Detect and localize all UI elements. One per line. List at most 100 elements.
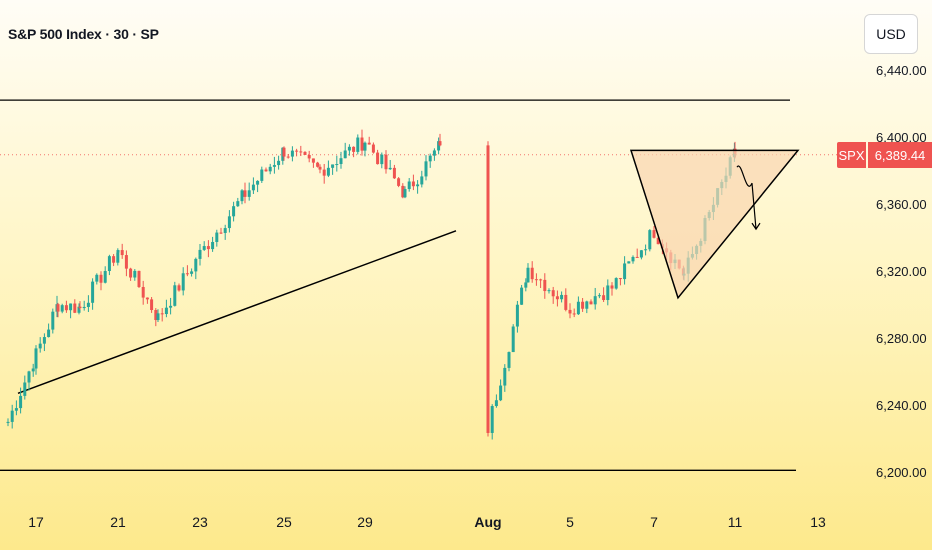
- candle: [534, 279, 538, 281]
- candle: [145, 297, 149, 300]
- x-tick-label: 25: [276, 514, 292, 530]
- candle: [107, 256, 111, 272]
- candle: [639, 250, 643, 258]
- candle: [520, 287, 524, 305]
- candle: [27, 371, 31, 383]
- candle: [551, 290, 555, 297]
- y-tick-label: 6,400.00: [876, 130, 927, 145]
- candle: [181, 273, 185, 291]
- candle: [530, 267, 534, 280]
- candle: [60, 305, 64, 312]
- candle: [64, 305, 68, 311]
- candle: [371, 144, 375, 153]
- x-tick-label: 5: [566, 514, 574, 530]
- candle: [211, 241, 215, 250]
- candle: [150, 299, 154, 311]
- candle: [380, 154, 384, 165]
- candle: [384, 154, 388, 170]
- candle: [116, 252, 120, 263]
- candle: [499, 385, 503, 401]
- currency-button[interactable]: USD: [864, 14, 918, 54]
- candle: [77, 306, 81, 313]
- candle: [581, 301, 585, 309]
- candle: [185, 273, 189, 275]
- axes: 6,440.00 6,400.00 6,360.00 6,320.00 6,280.00…: [28, 63, 926, 530]
- candle: [299, 151, 303, 153]
- candle: [576, 301, 580, 315]
- y-tick-label: 6,360.00: [876, 197, 927, 212]
- x-tick-label: 23: [192, 514, 208, 530]
- candle: [78, 306, 82, 309]
- candle: [428, 155, 432, 162]
- candle: [403, 189, 407, 198]
- candle: [47, 329, 51, 338]
- last-price-badge: 6,389.44: [868, 142, 932, 168]
- candle: [198, 249, 202, 256]
- candle: [503, 367, 507, 386]
- projection-arrowhead: [751, 222, 761, 231]
- candle: [388, 167, 392, 170]
- candle: [490, 406, 494, 433]
- candle: [360, 137, 364, 151]
- candle: [169, 305, 173, 308]
- candle: [618, 278, 622, 280]
- candle: [23, 382, 27, 396]
- candle: [177, 285, 181, 291]
- candle: [286, 156, 290, 158]
- candle: [133, 270, 137, 278]
- candle: [424, 161, 428, 177]
- y-tick-label: 6,440.00: [876, 63, 927, 78]
- candle: [227, 216, 231, 229]
- candle: [277, 160, 281, 166]
- candle: [141, 286, 145, 298]
- candle: [610, 285, 614, 289]
- candle: [282, 147, 286, 157]
- candle: [316, 162, 320, 167]
- candle: [614, 278, 618, 289]
- candle: [347, 146, 351, 151]
- candle: [236, 201, 240, 207]
- candle: [524, 282, 528, 288]
- candle: [73, 303, 77, 313]
- candle: [318, 166, 322, 170]
- candle: [120, 250, 124, 256]
- candle: [352, 146, 356, 152]
- candle: [363, 142, 367, 151]
- candle: [6, 421, 10, 423]
- candle: [356, 137, 360, 152]
- x-tick-label: Aug: [474, 514, 501, 530]
- y-tick-label: 6,320.00: [876, 264, 927, 279]
- candle: [202, 246, 206, 250]
- x-tick-label: 21: [110, 514, 126, 530]
- candle: [331, 164, 335, 168]
- candle: [322, 169, 326, 176]
- candle: [223, 228, 227, 233]
- candle: [38, 343, 42, 349]
- candle: [34, 348, 38, 369]
- candle: [539, 279, 543, 281]
- candle: [243, 190, 247, 197]
- candle: [247, 190, 251, 197]
- candle: [656, 237, 660, 245]
- candle: [606, 285, 610, 301]
- candle: [547, 290, 551, 292]
- candle: [156, 313, 160, 321]
- candle: [206, 246, 210, 250]
- candle: [264, 169, 268, 172]
- candle: [438, 141, 442, 146]
- candle: [560, 294, 564, 300]
- x-tick-label: 7: [650, 514, 658, 530]
- candle: [407, 181, 411, 190]
- triangle-pattern: [629, 149, 800, 300]
- candle: [494, 400, 498, 407]
- candle: [572, 313, 576, 315]
- candle: [160, 313, 164, 315]
- candle: [164, 307, 168, 315]
- candle: [307, 154, 311, 159]
- y-tick-label: 6,240.00: [876, 398, 927, 413]
- candle: [597, 295, 601, 297]
- candle: [585, 301, 589, 309]
- candle: [303, 151, 307, 155]
- candle: [343, 150, 347, 159]
